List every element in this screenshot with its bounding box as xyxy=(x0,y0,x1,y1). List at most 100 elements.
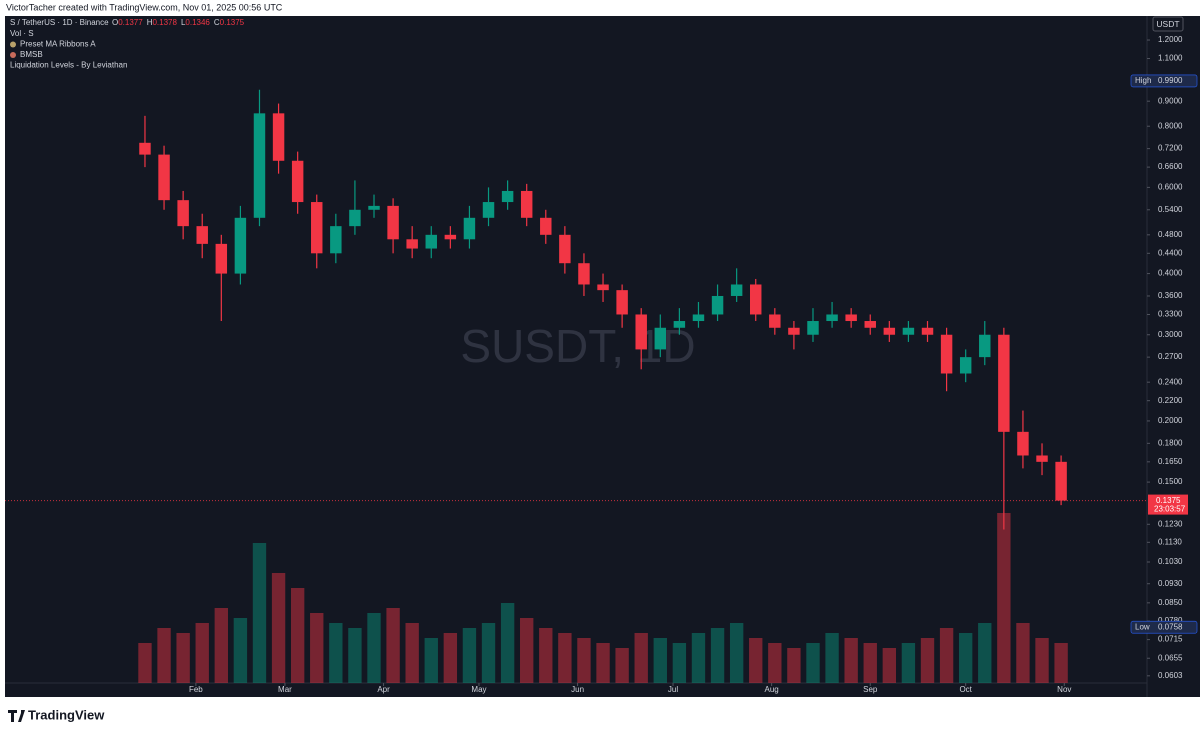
candle-body xyxy=(272,113,285,161)
marker-tag xyxy=(1130,620,1198,634)
candle-body xyxy=(711,295,724,315)
candle-body xyxy=(1036,455,1048,462)
ohlc-value: 0.1375 xyxy=(220,18,245,27)
candle-body xyxy=(387,205,399,240)
candle-body xyxy=(940,334,953,374)
y-tick-label: 1.2000 xyxy=(1158,35,1183,44)
y-tick-label: 0.1030 xyxy=(1158,557,1183,566)
candle-body xyxy=(769,314,781,328)
candle-body xyxy=(501,190,514,203)
volume-bar xyxy=(462,628,477,683)
last-price-tag xyxy=(1148,494,1188,515)
x-tick-label: Aug xyxy=(765,685,779,694)
volume-bar xyxy=(806,643,820,683)
candle-body xyxy=(406,239,418,249)
y-tick-label: 0.4400 xyxy=(1158,248,1183,257)
candle-body xyxy=(368,205,380,210)
candle-body xyxy=(673,321,686,328)
x-tick-label: Feb xyxy=(189,685,203,694)
y-tick-label: 0.8000 xyxy=(1158,121,1183,130)
candle-body xyxy=(979,334,991,358)
x-tick-label: Oct xyxy=(959,685,972,694)
candle-body xyxy=(540,217,552,235)
volume-bar xyxy=(672,643,687,683)
candle-body xyxy=(349,209,361,227)
candle-body xyxy=(139,142,151,155)
volume-bar xyxy=(863,643,877,683)
y-tick-label: 0.5400 xyxy=(1158,205,1183,214)
candle-body xyxy=(196,226,208,244)
candle-body xyxy=(864,321,876,328)
candle-body xyxy=(998,334,1010,432)
volume-bar xyxy=(710,628,725,683)
indicator-name: BMSB xyxy=(20,50,43,59)
currency-box xyxy=(1152,16,1184,32)
candle-body xyxy=(158,154,170,201)
candle-body xyxy=(883,327,896,335)
candle-body xyxy=(291,160,304,203)
volume-bar xyxy=(768,643,782,683)
candle-body xyxy=(826,314,838,322)
volume-bar xyxy=(195,623,209,683)
legend: S / TetherUS · 1D · Binance O 0.1377 H 0.137… xyxy=(10,18,245,70)
y-tick-label: 0.9000 xyxy=(1158,96,1183,105)
volume-bar xyxy=(729,623,744,683)
candle-body xyxy=(520,190,533,218)
x-tick-label: Jun xyxy=(571,685,584,694)
volume-bar xyxy=(1016,623,1030,683)
marker-label: 0.9900 xyxy=(1158,76,1183,85)
volume-bar xyxy=(653,638,667,683)
candle-body xyxy=(807,321,819,335)
candle-body xyxy=(845,314,857,322)
volume-bar xyxy=(138,643,152,683)
volume-bar xyxy=(329,623,343,683)
symbol-title: S / TetherUS · 1D · Binance xyxy=(10,18,109,27)
candle-body xyxy=(578,263,590,285)
x-tick-label: Nov xyxy=(1057,685,1071,694)
volume-bar xyxy=(271,573,286,683)
candle-body xyxy=(597,284,609,291)
candle-body xyxy=(215,243,228,274)
y-tick-label: 0.2400 xyxy=(1158,377,1183,386)
volume-bar xyxy=(157,628,171,683)
x-tick-label: Jul xyxy=(668,685,678,694)
volume-bar xyxy=(424,638,438,683)
last-price-label: 0.1375 xyxy=(1156,496,1181,505)
volume-bar xyxy=(1054,643,1068,683)
candle-body xyxy=(1017,431,1029,456)
indicator-name: Vol · S xyxy=(10,29,34,38)
ohlc-value: 0.1378 xyxy=(152,18,177,27)
candle-body xyxy=(425,234,437,249)
volume-bar xyxy=(787,648,801,683)
volume-bar xyxy=(997,513,1011,683)
brand-logo: TradingView xyxy=(8,707,105,722)
volume-bar xyxy=(405,623,419,683)
ohlc-prefix: L xyxy=(181,18,186,27)
volume-bar xyxy=(443,633,458,683)
countdown: 23:03:57 xyxy=(1154,505,1186,514)
volume-bar xyxy=(577,638,591,683)
volume-bar xyxy=(348,628,362,683)
ohlc-value: 0.1346 xyxy=(185,18,210,27)
volume-bar xyxy=(978,623,992,683)
y-tick-label: 0.1230 xyxy=(1158,519,1183,528)
y-tick-label: 0.1650 xyxy=(1158,457,1183,466)
volume-bar xyxy=(386,608,400,683)
ohlc-value: 0.1377 xyxy=(118,18,143,27)
candle-body xyxy=(692,314,705,322)
volume-bar xyxy=(749,638,763,683)
candle-body xyxy=(311,202,323,254)
candle-body xyxy=(902,327,915,335)
volume-bar xyxy=(691,633,706,683)
y-tick-label: 0.3000 xyxy=(1158,330,1183,339)
y-tick-label: 0.0715 xyxy=(1158,635,1183,644)
volume-bar xyxy=(214,608,228,683)
candle-body xyxy=(730,284,743,296)
candle-body xyxy=(234,217,247,274)
volume-bar xyxy=(920,638,935,683)
marker-label: 0.0758 xyxy=(1158,622,1183,631)
ohlc-prefix: O xyxy=(112,18,118,27)
y-tick-label: 0.6000 xyxy=(1158,182,1183,191)
ohlc-prefix: H xyxy=(147,18,153,27)
currency: USDT xyxy=(1156,19,1179,29)
